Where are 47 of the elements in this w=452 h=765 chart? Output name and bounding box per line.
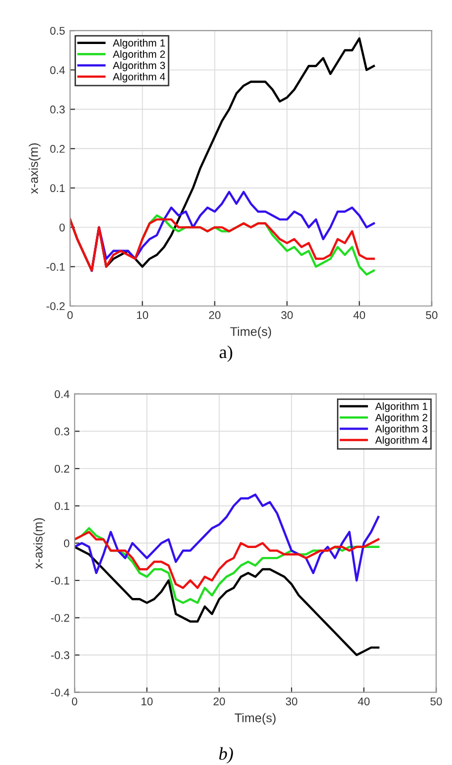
y-tick-label: 0.3 xyxy=(50,106,65,114)
line-series xyxy=(74,530,380,590)
legend-label: Algorithm 1 xyxy=(112,38,165,49)
legend-label: Algorithm 1 xyxy=(375,402,428,412)
x-tick-label: 20 xyxy=(209,311,220,320)
legend-label: Algorithm 4 xyxy=(112,72,166,82)
legend-label: Algorithm 2 xyxy=(112,50,165,60)
x-tick-label: 30 xyxy=(281,311,293,320)
line-series xyxy=(74,546,380,656)
y-tick-label: 0.1 xyxy=(54,502,70,510)
y-tick-label: -0.1 xyxy=(51,576,70,585)
y-tick-label: 0 xyxy=(59,224,65,232)
text: b) xyxy=(219,747,233,764)
x-tick-label: 0 xyxy=(72,697,78,706)
x-tick-label: 50 xyxy=(426,311,438,320)
y-tick-label: 0.4 xyxy=(54,390,70,398)
y-tick-label: -0.3 xyxy=(51,651,70,660)
x-tick-label: 40 xyxy=(353,311,366,320)
y-tick-label: 0.4 xyxy=(50,66,65,74)
x-tick-label: 20 xyxy=(214,697,225,706)
y-tick-label: -0.2 xyxy=(51,614,70,622)
y-axis-title: x-axis(m) xyxy=(33,518,46,569)
y-axis-title: x-axis(m) xyxy=(28,143,40,194)
line-series xyxy=(74,494,380,582)
legend-label: Algorithm 3 xyxy=(375,424,428,435)
text: a) xyxy=(220,345,232,362)
line-series xyxy=(90,190,375,272)
legend-label: Algorithm 3 xyxy=(112,61,165,72)
x-tick-label: 30 xyxy=(286,697,298,706)
line-series xyxy=(70,218,375,272)
x-tick-label: 50 xyxy=(430,697,442,706)
y-tick-label: 0.5 xyxy=(50,26,65,35)
legend-label: Algorithm 4 xyxy=(375,436,428,446)
x-tick-label: 10 xyxy=(137,311,148,320)
x-tick-label: 10 xyxy=(142,697,153,706)
y-tick-label: 0.1 xyxy=(50,184,65,192)
y-tick-label: -0.2 xyxy=(46,302,65,310)
legend-label: Algorithm 2 xyxy=(375,414,428,424)
x-axis-title: Time(s) xyxy=(234,713,276,725)
y-tick-label: 0 xyxy=(64,539,70,548)
y-tick-label: 0.2 xyxy=(54,464,70,473)
x-axis-title: Time(s) xyxy=(230,326,272,338)
y-tick-label: 0.2 xyxy=(50,144,65,153)
y-tick-label: -0.1 xyxy=(46,262,65,271)
y-tick-label: 0.3 xyxy=(54,428,70,436)
y-tick-label: -0.4 xyxy=(51,688,70,696)
x-tick-label: 40 xyxy=(358,697,370,706)
